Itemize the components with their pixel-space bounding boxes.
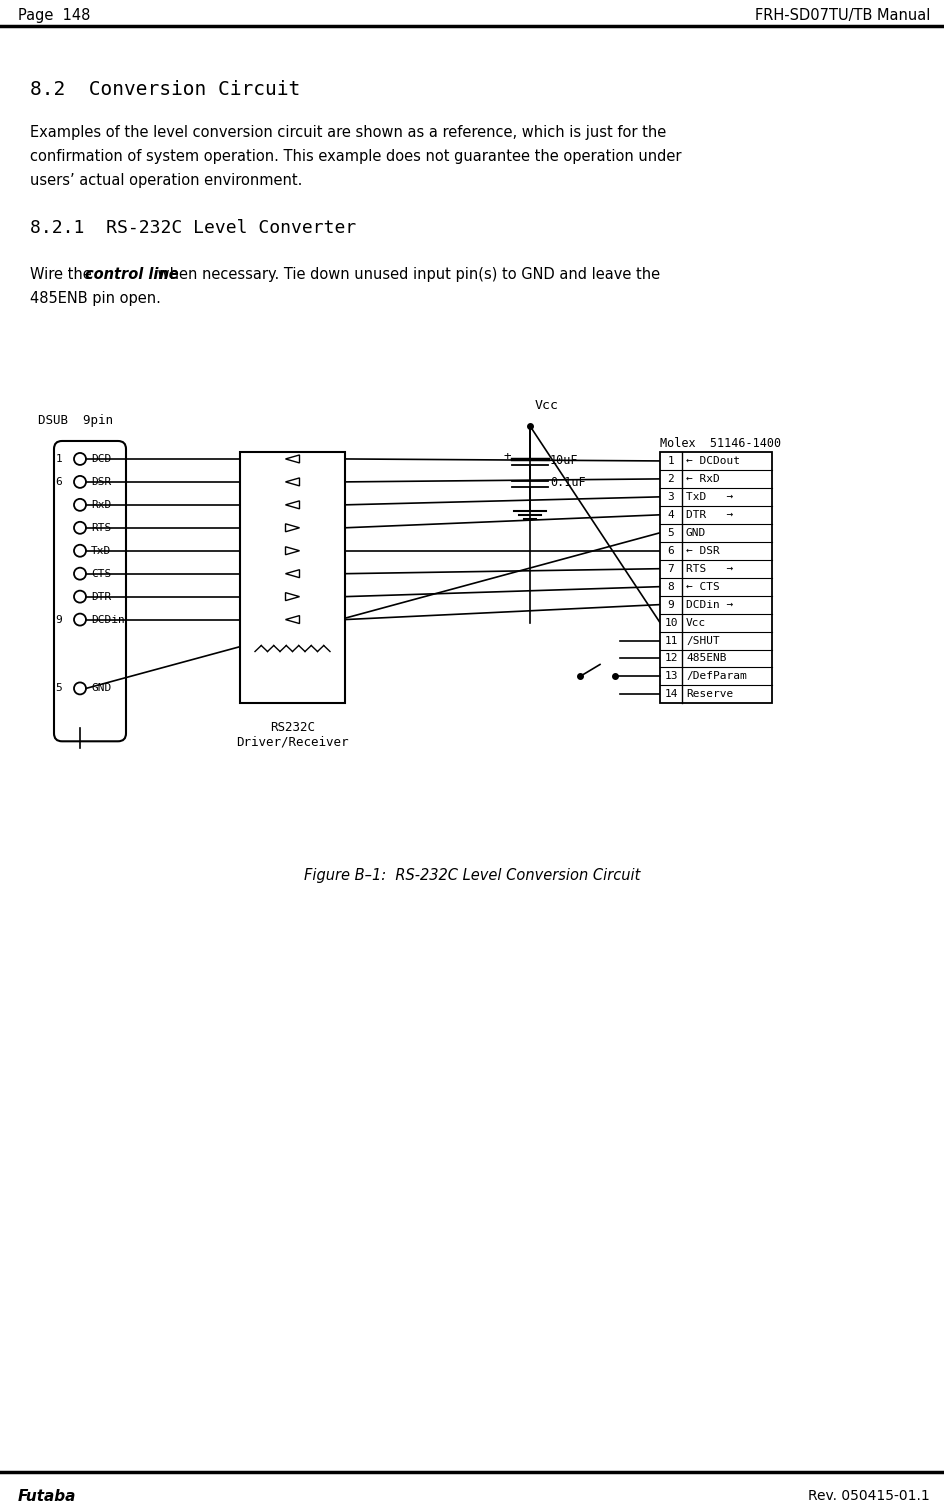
Text: 13: 13 bbox=[665, 672, 678, 681]
Text: Examples of the level conversion circuit are shown as a reference, which is just: Examples of the level conversion circuit… bbox=[30, 125, 666, 140]
Text: 8.2.1  RS-232C Level Converter: 8.2.1 RS-232C Level Converter bbox=[30, 220, 356, 238]
Text: 3: 3 bbox=[667, 491, 674, 502]
Text: users’ actual operation environment.: users’ actual operation environment. bbox=[30, 173, 302, 187]
Text: 9: 9 bbox=[56, 615, 62, 624]
Text: 6: 6 bbox=[667, 546, 674, 556]
Text: 5: 5 bbox=[667, 527, 674, 538]
Text: FRH-SD07TU/TB Manual: FRH-SD07TU/TB Manual bbox=[754, 8, 930, 23]
Text: when necessary. Tie down unused input pin(s) to GND and leave the: when necessary. Tie down unused input pi… bbox=[153, 267, 660, 282]
Text: Vcc: Vcc bbox=[535, 399, 559, 411]
Bar bbox=[660, 452, 772, 704]
FancyBboxPatch shape bbox=[54, 442, 126, 741]
Text: Figure B–1:  RS-232C Level Conversion Circuit: Figure B–1: RS-232C Level Conversion Cir… bbox=[304, 868, 640, 883]
Text: 6: 6 bbox=[56, 476, 62, 487]
Text: 0.1uF: 0.1uF bbox=[550, 476, 585, 490]
Text: 11: 11 bbox=[665, 636, 678, 645]
Text: /SHUT: /SHUT bbox=[686, 636, 719, 645]
Text: /DefParam: /DefParam bbox=[686, 672, 747, 681]
Text: ← RxD: ← RxD bbox=[686, 473, 719, 484]
Text: ← DCDout: ← DCDout bbox=[686, 457, 740, 466]
Text: ← DSR: ← DSR bbox=[686, 546, 719, 556]
Text: DCDin: DCDin bbox=[91, 615, 125, 624]
Text: 8: 8 bbox=[667, 582, 674, 592]
Text: control line: control line bbox=[85, 267, 178, 282]
Text: TxD: TxD bbox=[91, 546, 111, 556]
Text: Molex  51146-1400: Molex 51146-1400 bbox=[660, 437, 781, 451]
Text: 7: 7 bbox=[667, 564, 674, 574]
Text: Wire the: Wire the bbox=[30, 267, 96, 282]
Text: DCD: DCD bbox=[91, 454, 111, 464]
Text: 1: 1 bbox=[667, 457, 674, 466]
Text: RTS: RTS bbox=[91, 523, 111, 533]
Text: 2: 2 bbox=[667, 473, 674, 484]
Text: Driver/Receiver: Driver/Receiver bbox=[236, 735, 348, 749]
Text: 10: 10 bbox=[665, 618, 678, 627]
Bar bbox=[240, 452, 345, 704]
Text: 12: 12 bbox=[665, 654, 678, 663]
Text: 8.2  Conversion Circuit: 8.2 Conversion Circuit bbox=[30, 80, 300, 99]
Text: 485ENB pin open.: 485ENB pin open. bbox=[30, 291, 160, 306]
Text: 5: 5 bbox=[56, 683, 62, 693]
Text: DSR: DSR bbox=[91, 476, 111, 487]
Text: DTR   →: DTR → bbox=[686, 509, 733, 520]
Text: RS232C: RS232C bbox=[270, 722, 315, 734]
Text: 9: 9 bbox=[667, 600, 674, 610]
Text: 4: 4 bbox=[667, 509, 674, 520]
Text: 485ENB: 485ENB bbox=[686, 654, 727, 663]
Text: RxD: RxD bbox=[91, 500, 111, 509]
Text: TxD   →: TxD → bbox=[686, 491, 733, 502]
Text: +: + bbox=[504, 451, 512, 464]
Text: RTS   →: RTS → bbox=[686, 564, 733, 574]
Text: confirmation of system operation. This example does not guarantee the operation : confirmation of system operation. This e… bbox=[30, 149, 682, 164]
Text: Vcc: Vcc bbox=[686, 618, 706, 627]
Text: DSUB  9pin: DSUB 9pin bbox=[38, 414, 113, 426]
Text: ← CTS: ← CTS bbox=[686, 582, 719, 592]
Text: Futaba: Futaba bbox=[18, 1489, 76, 1504]
Text: GND: GND bbox=[686, 527, 706, 538]
Text: DCDin →: DCDin → bbox=[686, 600, 733, 610]
Text: 10uF: 10uF bbox=[550, 455, 579, 467]
Text: 1: 1 bbox=[56, 454, 62, 464]
Text: CTS: CTS bbox=[91, 568, 111, 579]
Text: 14: 14 bbox=[665, 689, 678, 699]
Text: Reserve: Reserve bbox=[686, 689, 733, 699]
Text: GND: GND bbox=[91, 683, 111, 693]
Text: Rev. 050415-01.1: Rev. 050415-01.1 bbox=[808, 1489, 930, 1502]
Text: Page  148: Page 148 bbox=[18, 8, 91, 23]
Text: DTR: DTR bbox=[91, 592, 111, 601]
